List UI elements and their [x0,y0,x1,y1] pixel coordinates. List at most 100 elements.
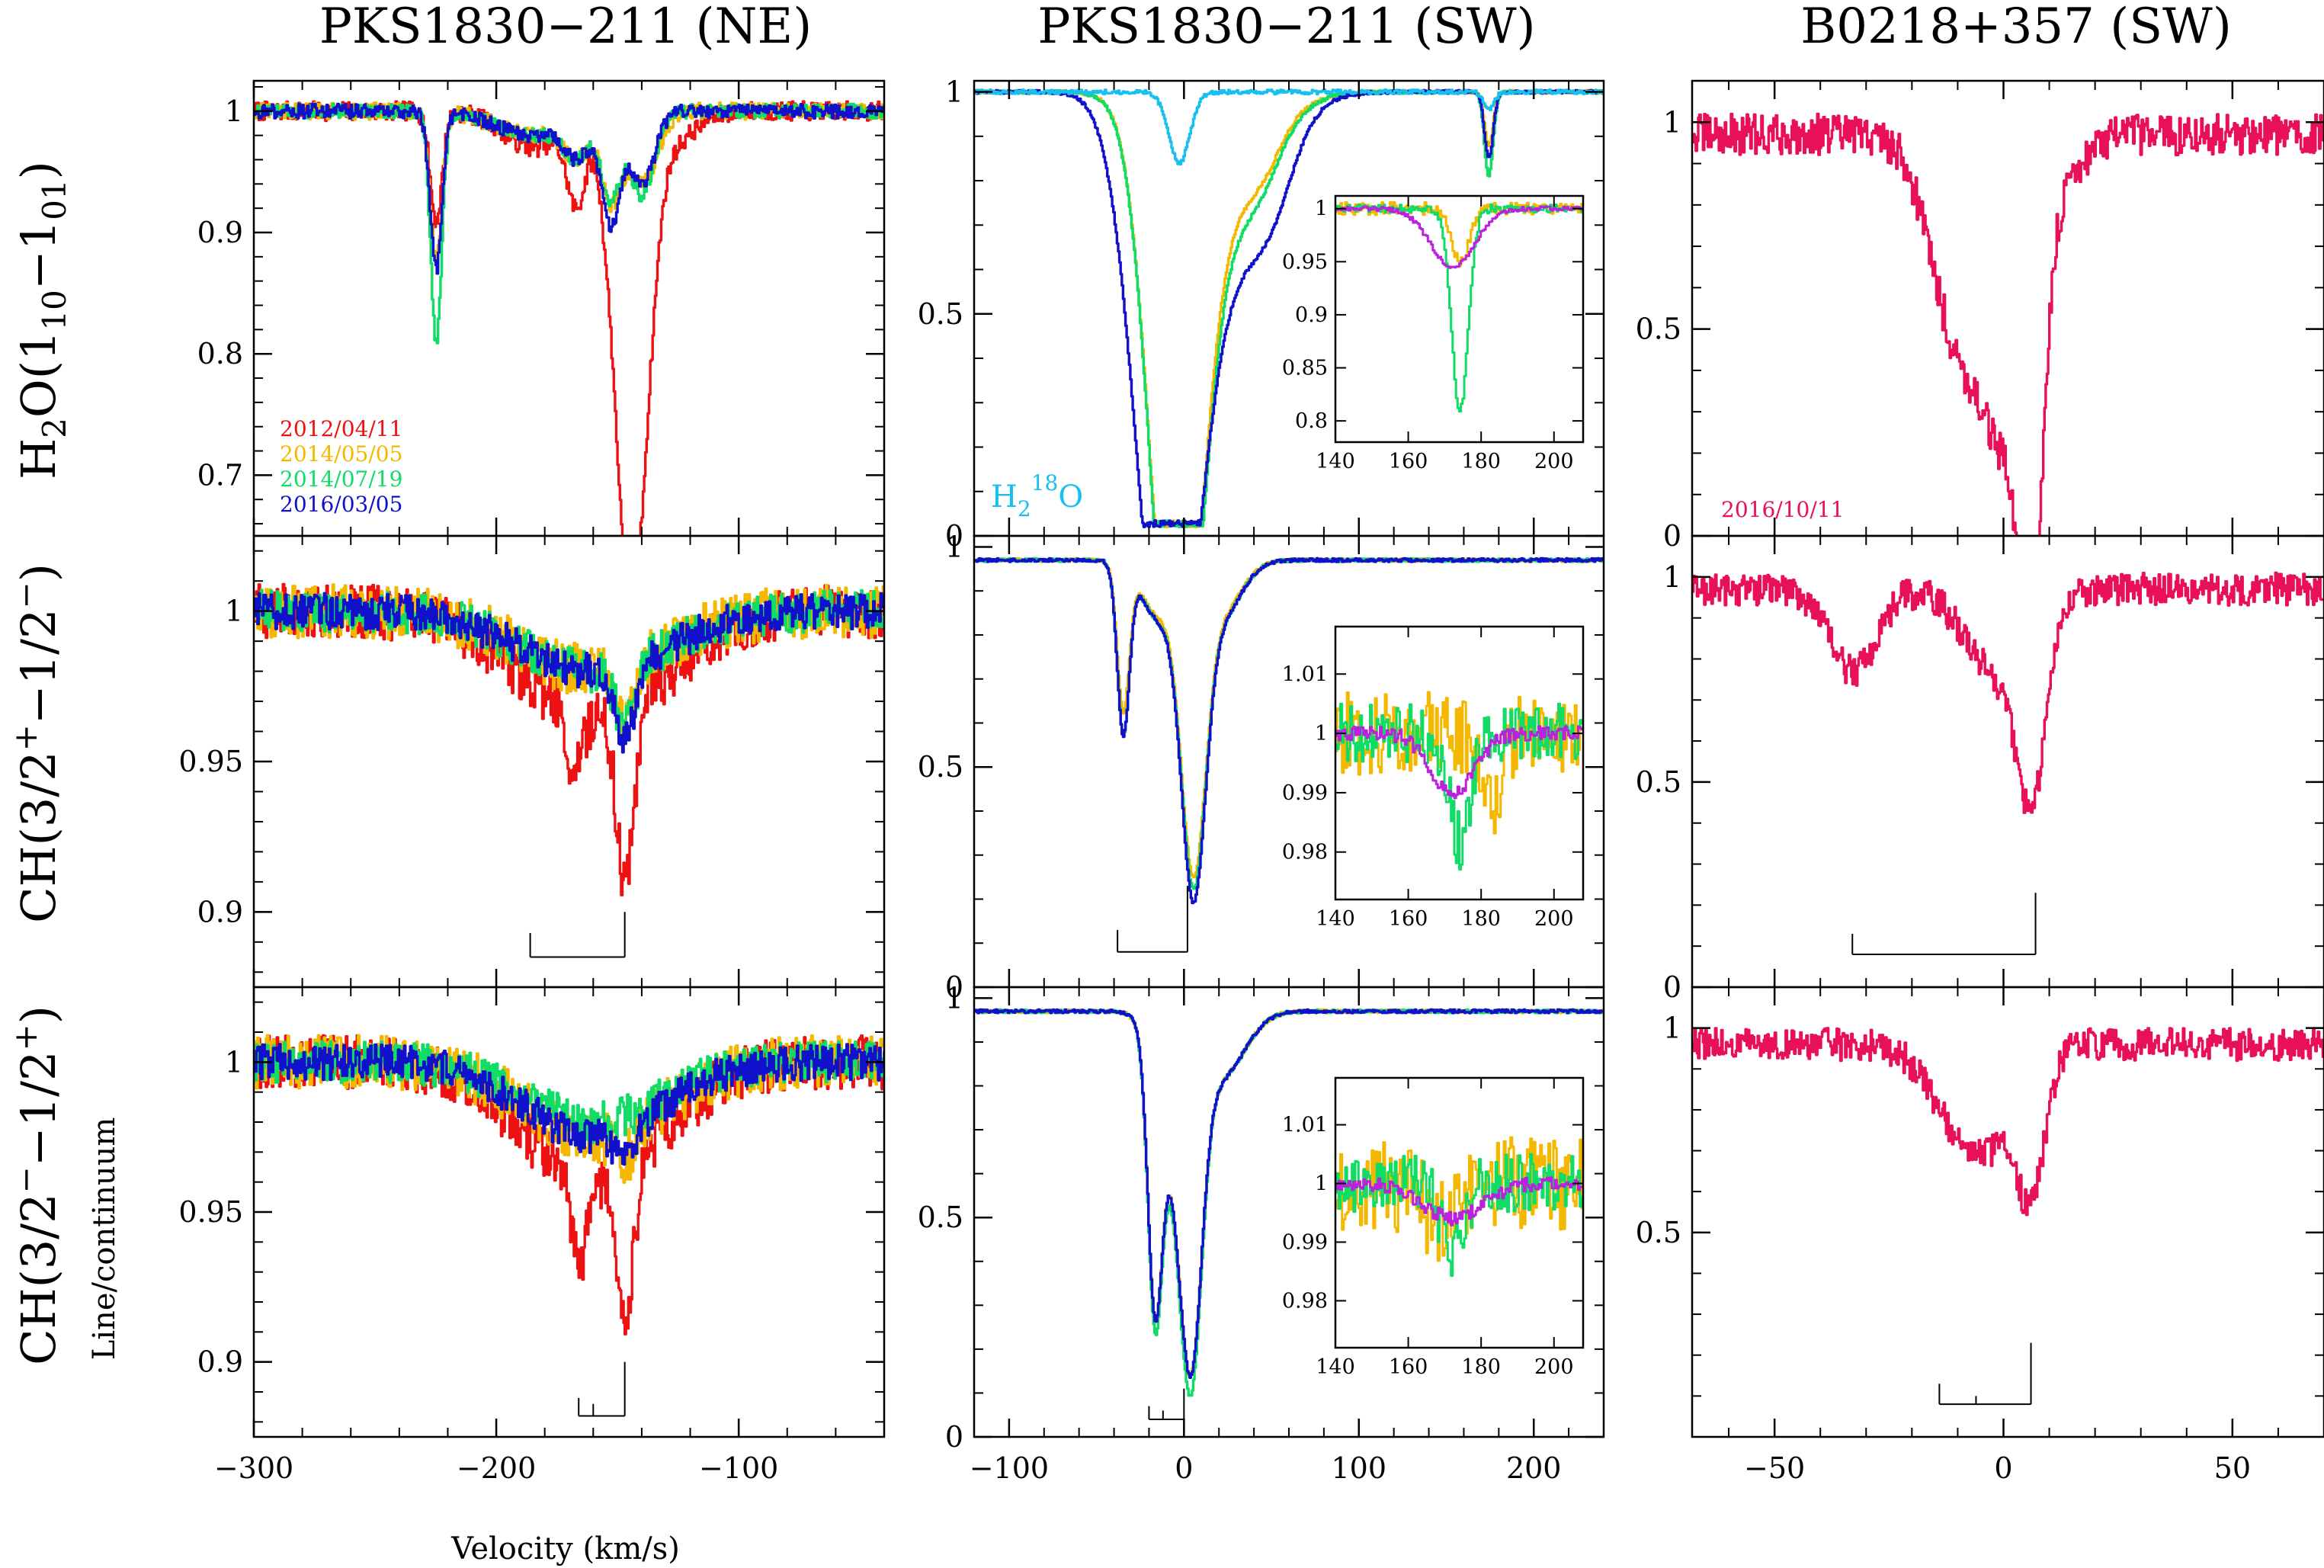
x-tick-label: 0 [1175,1451,1193,1485]
series-SW-CH2-blue [974,1008,1604,1379]
h218o-label: H218O [991,470,1083,521]
y-tick-label: 0.5 [1636,765,1681,799]
series-NE-CH2-blue [254,1043,884,1166]
inset-x-tick-label: 180 [1461,450,1501,473]
panel-NE-CH1: 0.9 0.95 1 [178,534,886,989]
inset-y-tick-label: 1 [1315,1172,1328,1196]
y-tick-label: 1 [225,595,243,628]
legend-entry-2016: 2016/03/05 [280,492,402,517]
y-tick-label: 0 [945,970,963,1004]
y-tick-label: 0 [1663,970,1681,1004]
x-tick-label: −100 [699,1451,778,1485]
inset-x-tick-label: 160 [1389,450,1428,473]
y-tick-label: 0.5 [918,297,963,331]
inset-x-tick-label: 160 [1389,1355,1428,1379]
row-label-ch-minus: CH(3/2−−1/2+) [7,1005,66,1365]
inset-y-tick-label: 1.01 [1282,662,1328,686]
series-NE-H2O-green [254,102,884,345]
inset-SW-CH1: 0.98 0.99 1 1.01 140 160 180 200 [1282,625,1585,931]
inset-y-tick-label: 0.99 [1282,1230,1328,1254]
column-titles: PKS1830−211 (NE) PKS1830−211 (SW) B0218+… [319,0,2232,55]
series-B0218-CH2-pink [1692,1027,2324,1217]
legend-entry-2014-07: 2014/07/19 [280,467,402,492]
inset-x-tick-label: 140 [1316,450,1355,473]
x-tick-label: −200 [457,1451,536,1485]
inset-SW-H2O: 0.8 0.85 0.9 0.95 1 140 160 180 200 [1282,194,1585,473]
y-tick-label: 0.9 [197,1345,243,1379]
inset-x-tick-label: 200 [1534,450,1574,473]
inset-x-tick-label: 200 [1534,907,1574,931]
inset-series-magenta [1335,725,1583,800]
x-tick-label: 50 [2214,1451,2251,1485]
y-tick-label: 0.9 [197,216,243,249]
panel-NE-H2O: 0.7 0.8 0.9 1 [197,79,886,537]
inset-y-tick-label: 0.99 [1282,781,1328,805]
y-tick-label: 0 [945,1420,963,1454]
y-tick-label: 0.95 [178,745,243,778]
x-tick-label: 100 [1332,1451,1387,1485]
inset-frame [1334,625,1585,901]
y-tick-label: 1 [225,95,243,128]
panel-frame [1691,79,2324,537]
x-axis-label: Velocity (km/s) [450,1531,680,1566]
y-tick-label: 1 [945,75,963,109]
title-b0218-sw: B0218+357 (SW) [1800,0,2232,55]
y-tick-label: 1 [1663,560,1681,594]
y-tick-label: 0 [1663,519,1681,553]
inset-y-tick-label: 0.8 [1295,409,1328,433]
series-SW-H2O-blue [974,88,1604,528]
y-tick-label: 0.5 [918,1201,963,1234]
inset-y-tick-label: 1 [1315,197,1328,221]
y-tick-label: 0 [945,519,963,553]
series-NE-CH1-blue [254,592,884,754]
x-tick-label: 0 [1994,1451,2012,1485]
y-tick-label: 0.9 [197,895,243,928]
series-B0218-H2O-pink [1692,112,2324,536]
y-tick-label: 0.5 [1636,1216,1681,1249]
panel-SW-H2O: 0 0.5 1 0.8 0.85 0.9 0.95 1 140 160 180 200 [918,75,1605,553]
y-tick-label: 0.7 [197,458,243,492]
inset-x-tick-label: 200 [1534,1355,1574,1379]
inset-y-tick-label: 0.98 [1282,1289,1328,1313]
x-tick-label: −300 [214,1451,293,1485]
y-tick-label: 1 [1663,105,1681,139]
row-label-h2o: H2O(110−101) [11,161,73,479]
inset-y-tick-label: 1.01 [1282,1114,1328,1137]
series-SW-H2O-cyan [974,88,1604,166]
inset-x-tick-label: 140 [1316,907,1355,931]
inset-y-tick-label: 0.95 [1282,250,1328,274]
inset-y-tick-label: 0.9 [1295,303,1328,327]
y-tick-label: 1 [1663,1012,1681,1045]
legend-entry-2012: 2012/04/11 [280,416,402,441]
y-axis-label: Line/continuum [87,1117,122,1361]
inset-background [1335,196,1583,442]
b0218-date-label: 2016/10/11 [1721,497,1844,522]
inset-x-tick-label: 160 [1389,907,1428,931]
inset-y-tick-label: 1 [1315,722,1328,746]
y-tick-label: 0.8 [197,337,243,370]
y-tick-label: 0.5 [1636,313,1681,346]
inset-series-orange [1335,691,1583,835]
title-pks-ne: PKS1830−211 (NE) [319,0,812,55]
y-tick-label: 0.5 [918,750,963,784]
panel-SW-CH1: 0 0.5 1 0.98 0.99 1 1.01 140 160 180 200 [918,530,1605,1004]
inset-series-magenta [1335,205,1583,269]
x-tick-label: −100 [970,1451,1049,1485]
inset-SW-CH2: 0.98 0.99 1 1.01 140 160 180 200 [1282,1076,1585,1379]
x-tick-label: 200 [1506,1451,1562,1485]
legend: 2012/04/11 2014/05/05 2014/07/19 2016/03… [280,416,402,517]
series-NE-H2O-red [254,100,884,536]
x-tick-label: −50 [1744,1451,1805,1485]
panel-B0218-CH1: 00.51 [1636,534,2324,1004]
inset-series-magenta [1335,1176,1583,1227]
y-tick-label: 0.95 [178,1195,243,1229]
title-pks-sw: PKS1830−211 (SW) [1037,0,1535,55]
y-tick-label: 1 [225,1045,243,1079]
inset-x-tick-label: 180 [1461,1355,1501,1379]
panel-NE-CH2: 0.9 0.95 1 −300 −200 −100 [178,986,886,1485]
inset-frame [1334,1076,1585,1349]
series-NE-H2O-blue [254,102,884,275]
panel-B0218-H2O: 00.51 [1636,79,2324,553]
